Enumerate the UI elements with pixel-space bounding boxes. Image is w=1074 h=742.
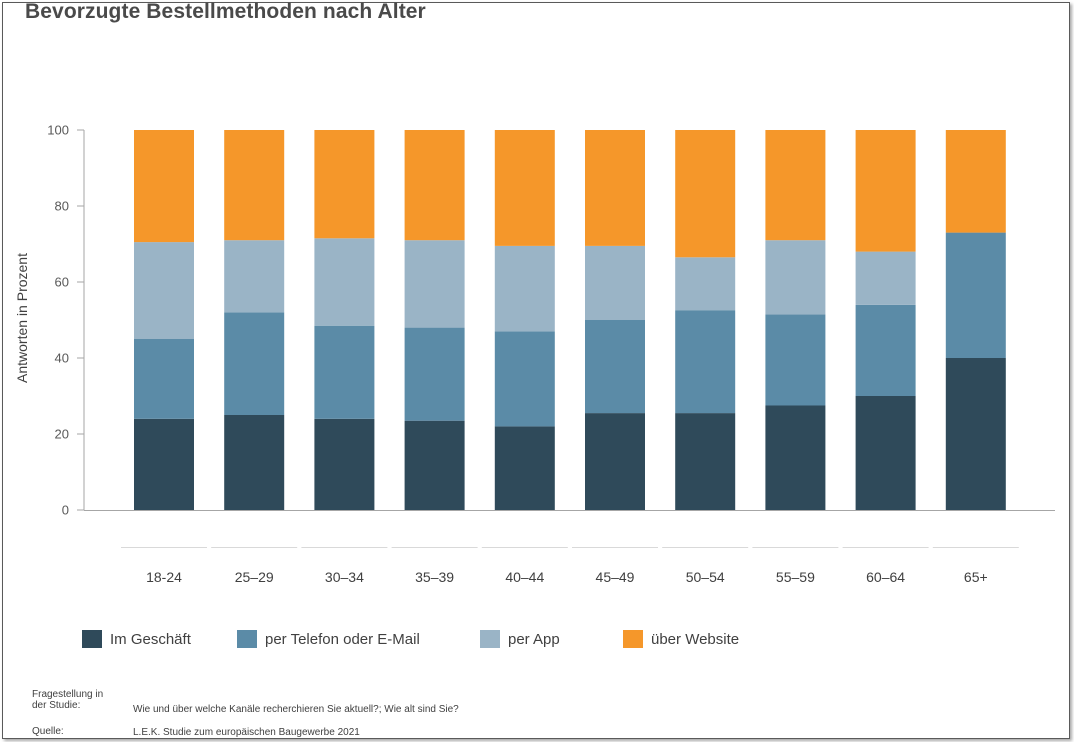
- bar-segment-3: [675, 257, 736, 311]
- legend-swatch: [623, 630, 643, 648]
- y-tick-label: 80: [55, 199, 69, 214]
- x-tick-label: 60–64: [866, 569, 905, 585]
- x-tick-label: 30–34: [325, 569, 364, 585]
- bar-segment-2: [224, 312, 285, 415]
- legend-label: per Telefon oder E-Mail: [265, 630, 420, 648]
- bar-segment-2: [945, 232, 1006, 358]
- legend-item: Im Geschäft: [82, 630, 191, 648]
- bar-segment-2: [404, 327, 465, 421]
- bar-segment-3: [314, 238, 375, 326]
- bar-segment-4: [404, 130, 465, 241]
- bar-segment-3: [134, 242, 194, 339]
- y-tick-label: 0: [62, 503, 69, 518]
- x-tick-label: 55–59: [776, 569, 815, 585]
- legend-item: per App: [480, 630, 560, 648]
- bar-segment-4: [585, 130, 645, 246]
- x-axis: 18-24 25–29 30–34 35–39 40–44 45–49 50–54 55–59…: [84, 510, 1055, 585]
- bar-segment-3: [494, 245, 555, 332]
- bar-segment-3: [404, 240, 465, 328]
- bar-segment-1: [855, 396, 916, 510]
- y-axis: 0 20 40 60 80 100: [47, 123, 85, 518]
- question-label-line1: Fragestellung in: [32, 689, 104, 700]
- legend-swatch: [480, 630, 500, 648]
- bar-segment-1: [404, 420, 465, 510]
- legend-item: per Telefon oder E-Mail: [237, 630, 420, 648]
- legend-label: Im Geschäft: [110, 630, 191, 648]
- bar-segment-2: [494, 331, 555, 427]
- chart-title: Bevorzugte Bestellmethoden nach Alter: [25, 0, 426, 23]
- bar-segment-1: [224, 415, 285, 510]
- bar-segment-4: [224, 130, 285, 241]
- bar-segment-2: [134, 339, 194, 419]
- source-text: L.E.K. Studie zum europäischen Baugewerb…: [133, 727, 360, 738]
- bar-segment-1: [675, 413, 736, 510]
- bar-segment-2: [585, 320, 645, 414]
- bar-segment-1: [494, 426, 555, 510]
- x-tick-label: 65+: [964, 569, 988, 585]
- bar-segment-3: [765, 240, 826, 315]
- bar-segment-1: [765, 405, 826, 510]
- legend: Im Geschäft per Telefon oder E-Mail per Ap…: [82, 630, 982, 652]
- bar-segment-4: [945, 130, 1006, 233]
- bar-segment-2: [765, 314, 826, 406]
- bar-segment-3: [855, 251, 916, 305]
- y-tick-label: 20: [55, 427, 69, 442]
- bar-segment-1: [945, 358, 1006, 510]
- bar-segment-2: [675, 310, 736, 414]
- bars: [134, 130, 1006, 510]
- legend-label: per App: [508, 630, 560, 648]
- y-tick-label: 100: [47, 123, 69, 138]
- bar-segment-4: [134, 130, 194, 243]
- y-tick-label: 40: [55, 351, 69, 366]
- x-tick-label: 50–54: [686, 569, 725, 585]
- x-tick-label: 45–49: [596, 569, 635, 585]
- bar-segment-3: [585, 245, 645, 320]
- bar-segment-4: [765, 130, 826, 241]
- bar-segment-4: [314, 130, 375, 239]
- bar-segment-1: [585, 413, 645, 510]
- question-text: Wie und über welche Kanäle recherchieren…: [133, 704, 459, 715]
- x-tick-label: 25–29: [235, 569, 274, 585]
- bar-segment-1: [314, 418, 375, 510]
- question-label: Fragestellung in der Studie:: [32, 689, 103, 711]
- y-axis-label: Antworten in Prozent: [14, 253, 30, 383]
- bar-segment-2: [314, 325, 375, 419]
- bar-segment-2: [855, 304, 916, 396]
- legend-swatch: [237, 630, 257, 648]
- bar-segment-4: [675, 130, 736, 258]
- y-tick-label: 60: [55, 275, 69, 290]
- source-label: Quelle:: [32, 726, 64, 737]
- bar-segment-1: [134, 418, 194, 510]
- legend-label: über Website: [651, 630, 740, 648]
- x-tick-label: 40–44: [505, 569, 544, 585]
- x-tick-label: 35–39: [415, 569, 454, 585]
- legend-swatch: [82, 630, 102, 648]
- question-label-line2: der Studie:: [32, 700, 81, 711]
- bar-segment-4: [855, 130, 916, 252]
- bar-segment-4: [494, 130, 555, 246]
- bar-segment-3: [224, 240, 285, 313]
- x-tick-label: 18-24: [146, 569, 182, 585]
- legend-item: über Website: [623, 630, 739, 648]
